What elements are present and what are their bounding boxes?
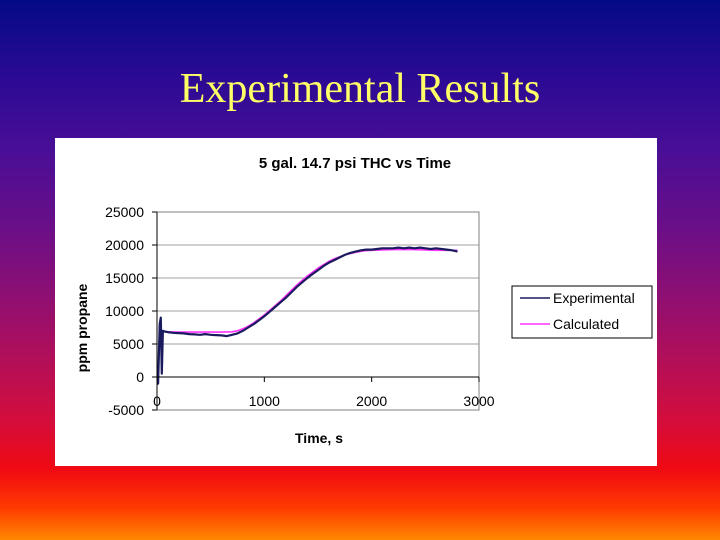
series-line-experimental — [156, 246, 458, 385]
legend-box — [511, 285, 653, 339]
y-tick-label: 15000 — [105, 270, 144, 286]
y-axis-title: ppm propane — [74, 283, 90, 372]
x-axis-title: Time, s — [295, 430, 343, 446]
chart-panel: 5 gal. 14.7 psi THC vs Time Time, s ppm … — [55, 138, 657, 466]
chart-title: 5 gal. 14.7 psi THC vs Time — [259, 155, 451, 172]
line-chart: 5 gal. 14.7 psi THC vs Time Time, s ppm … — [74, 155, 653, 446]
y-tick-label: 0 — [136, 369, 144, 385]
y-tick-label: 10000 — [105, 303, 144, 319]
axes — [152, 211, 480, 411]
series-lines — [156, 246, 458, 385]
gridlines — [157, 211, 479, 345]
y-tick-label: 5000 — [113, 336, 144, 352]
x-tick-label: 0 — [153, 393, 161, 409]
x-tick-label: 2000 — [356, 393, 387, 409]
legend-label-calculated: Calculated — [553, 316, 619, 332]
series-line-calculated — [159, 248, 458, 333]
legend: Experimental Calculated — [511, 285, 653, 339]
tick-labels: -5000 0 5000 10000 15000 20000 25000 0 1000 2000 3… — [105, 204, 495, 418]
y-tick-label: 25000 — [105, 204, 144, 220]
slide-title: Experimental Results — [179, 66, 541, 112]
y-tick-label: -5000 — [108, 402, 144, 418]
legend-label-experimental: Experimental — [553, 290, 635, 306]
y-tick-label: 20000 — [105, 237, 144, 253]
x-tick-label: 3000 — [463, 393, 494, 409]
x-tick-label: 1000 — [249, 393, 280, 409]
